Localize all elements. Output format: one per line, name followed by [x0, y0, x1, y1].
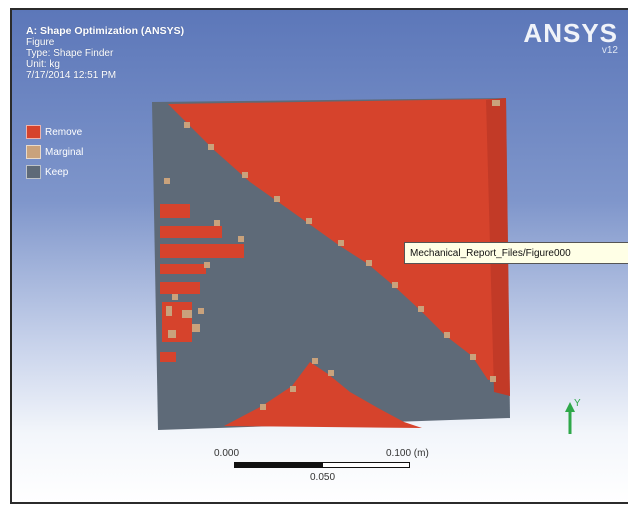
legend-label-remove: Remove	[45, 126, 83, 138]
model-strip-remove-5	[160, 282, 200, 294]
legend: Remove Marginal Keep	[26, 122, 83, 182]
info-date: 7/17/2014 12:51 PM	[26, 70, 117, 81]
scale-bar-white	[322, 462, 410, 468]
brand-name: ANSYS	[523, 18, 618, 48]
model-marginal-elements	[164, 100, 500, 410]
legend-label-marginal: Marginal	[45, 146, 84, 158]
brand-version: v12	[601, 45, 618, 56]
scale-end-label: 0.100 (m)	[386, 448, 429, 459]
shape-optimization-model[interactable]	[142, 96, 512, 436]
scale-bar: 0.000 0.100 (m) 0.050	[214, 446, 454, 496]
triad-y-label: Y	[574, 398, 581, 409]
info-figure: Figure	[26, 37, 55, 48]
info-type: Type: Shape Finder	[26, 48, 114, 59]
model-region-remove-bottom	[224, 362, 422, 428]
info-unit: Unit: kg	[26, 59, 60, 70]
scale-start-label: 0.000	[214, 448, 240, 459]
model-strip-remove-1	[160, 204, 190, 218]
model-strip-remove-7	[160, 352, 176, 362]
model-strip-remove-3	[160, 244, 244, 258]
legend-label-keep: Keep	[45, 166, 69, 178]
status-footer	[12, 434, 628, 502]
legend-item-remove: Remove	[26, 122, 83, 142]
figure-path-tooltip: Mechanical_Report_Files/Figure000	[404, 242, 628, 264]
scale-bar-black	[234, 462, 322, 468]
info-title: A: Shape Optimization (ANSYS)	[26, 25, 185, 37]
scale-mid-label: 0.050	[310, 472, 336, 483]
legend-swatch-remove	[26, 125, 41, 139]
viewport[interactable]: A: Shape Optimization (ANSYS) Figure Typ…	[12, 10, 628, 454]
legend-swatch-keep	[26, 165, 41, 179]
legend-swatch-marginal	[26, 145, 41, 159]
model-strip-remove-2	[160, 226, 222, 238]
ansys-logo: ANSYS v12	[523, 20, 618, 56]
model-strip-remove-4	[160, 264, 206, 274]
legend-item-keep: Keep	[26, 162, 83, 182]
legend-item-marginal: Marginal	[26, 142, 83, 162]
graphics-window[interactable]: A: Shape Optimization (ANSYS) Figure Typ…	[10, 8, 628, 504]
info-block: A: Shape Optimization (ANSYS) Figure Typ…	[26, 25, 185, 82]
triad-y-arrowhead	[565, 402, 575, 412]
